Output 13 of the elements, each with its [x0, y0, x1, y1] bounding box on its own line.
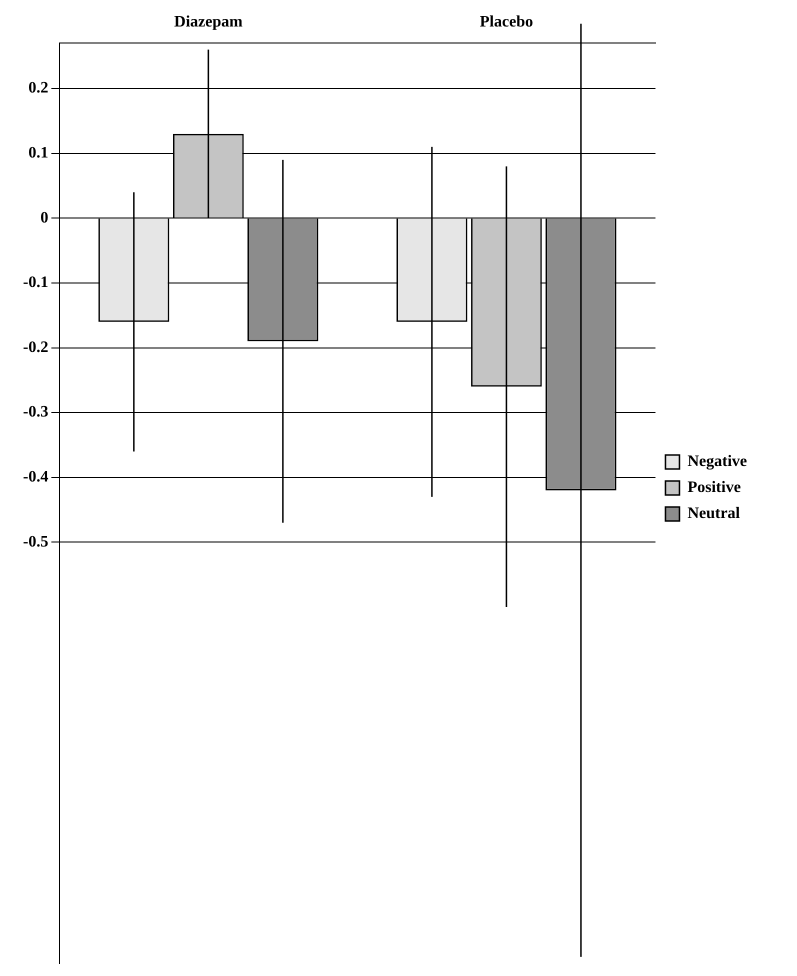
- y-tick-label: -0.5: [23, 533, 48, 550]
- legend-label: Positive: [687, 479, 741, 496]
- y-tick-label: -0.1: [23, 274, 48, 292]
- y-tick-label: 0: [40, 209, 48, 226]
- x-tick-label: Diazepam: [174, 14, 244, 31]
- y-tick-label: 0.1: [28, 144, 48, 162]
- y-tick-label: -0.2: [23, 338, 48, 356]
- legend-label: Negative: [687, 453, 747, 470]
- y-tick-label: 0.2: [28, 80, 48, 97]
- y-tick-label: -0.4: [23, 468, 48, 486]
- x-tick-label: Placebo: [480, 14, 534, 31]
- legend-label: Neutral: [687, 505, 740, 522]
- y-tick-label: -0.3: [23, 404, 48, 421]
